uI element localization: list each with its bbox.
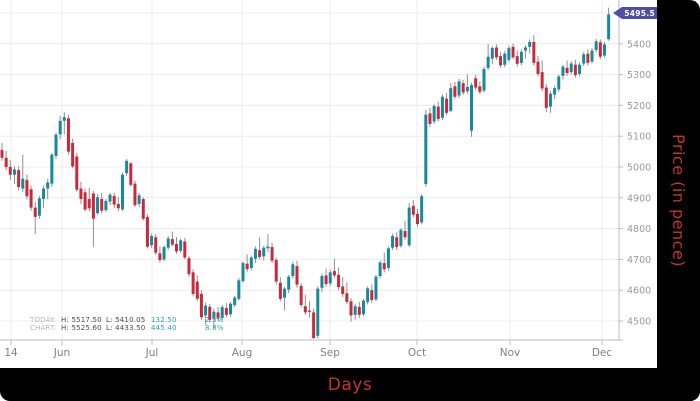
chart-pct-value: 8.8% [205, 324, 224, 332]
svg-text:Sep: Sep [320, 347, 340, 359]
bottom-frame-bar: Days [0, 368, 700, 401]
svg-text:Jun: Jun [53, 347, 70, 359]
svg-text:Nov: Nov [500, 347, 521, 359]
candlestick-chart[interactable]: 4500 4600 4700 4800 4900 5000 5100 5200 5300 5400… [0, 0, 658, 368]
chart-low-value: 4433.50 [115, 324, 146, 332]
chart-label: CHART: [30, 324, 57, 332]
svg-text:5400: 5400 [627, 39, 651, 50]
today-low-label: L: [106, 316, 113, 324]
svg-text:4700: 4700 [627, 255, 651, 266]
svg-text:Dec: Dec [592, 347, 613, 359]
x-axis-title: Days [327, 374, 373, 395]
chart-low-label: L: [106, 324, 113, 332]
svg-text:Aug: Aug [232, 347, 253, 359]
chart-high-label: H: [61, 324, 70, 332]
today-low-value: 5410.05 [115, 316, 146, 324]
stats-panel: TODAY: H: 5517.50 L: 5410.05 132.50 2.5% CHA… [30, 316, 223, 332]
svg-text:4900: 4900 [627, 193, 651, 204]
svg-text:4600: 4600 [627, 286, 651, 297]
last-price-value: 5495.5 [624, 8, 655, 18]
svg-text:5000: 5000 [627, 163, 651, 174]
svg-text:14: 14 [4, 347, 18, 359]
today-high-label: H: [61, 316, 70, 324]
right-frame-bar: Price (in pence) [657, 0, 700, 401]
stats-today-row: TODAY: H: 5517.50 L: 5410.05 132.50 2.5% [30, 316, 223, 324]
svg-text:5200: 5200 [627, 101, 651, 112]
last-price-badge: 5495.5 [613, 7, 658, 19]
svg-text:4800: 4800 [627, 224, 651, 235]
svg-text:4500: 4500 [627, 317, 651, 328]
today-high-value: 5517.50 [71, 316, 102, 324]
svg-text:Jul: Jul [145, 347, 159, 359]
chart-high-value: 5525.60 [71, 324, 102, 332]
y-axis-title: Price (in pence) [669, 133, 688, 268]
today-change-value: 132.50 [151, 316, 177, 324]
chart-change-value: 445.40 [151, 324, 177, 332]
svg-text:5300: 5300 [627, 70, 651, 81]
svg-text:Oct: Oct [408, 347, 426, 359]
today-label: TODAY: [30, 316, 57, 324]
stats-chart-row: CHART: H: 5525.60 L: 4433.50 445.40 8.8% [30, 324, 223, 332]
today-pct-value: 2.5% [205, 316, 224, 324]
svg-text:5100: 5100 [627, 132, 651, 143]
